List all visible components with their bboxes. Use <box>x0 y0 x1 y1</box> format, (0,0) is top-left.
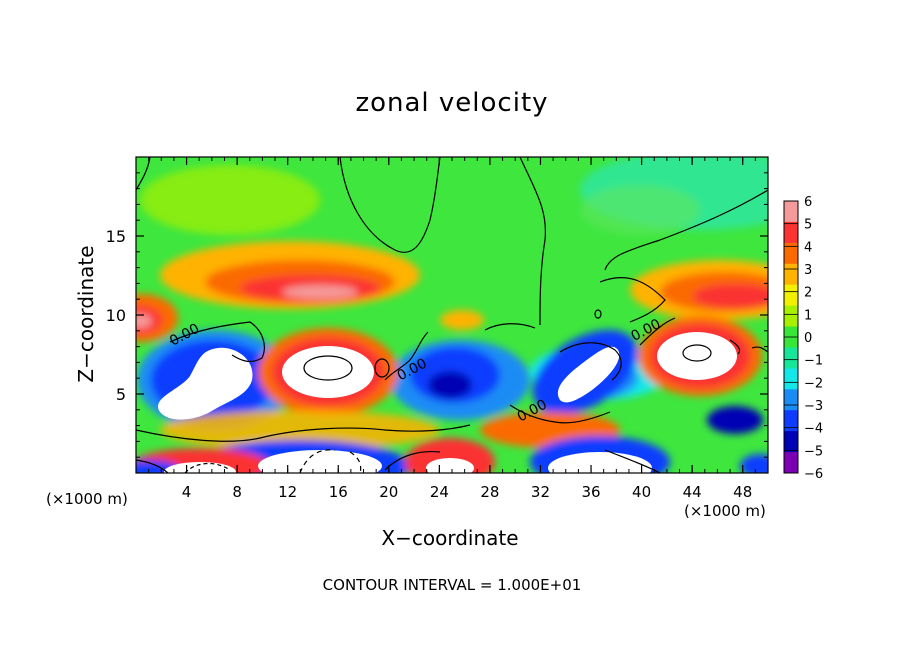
x-axis-label: X−coordinate <box>381 526 519 550</box>
x-tick-label: 40 <box>632 483 651 501</box>
colorbar-tick-label: 0 <box>804 331 812 346</box>
x-tick-label: 4 <box>182 483 192 501</box>
colorbar-tick-label: 5 <box>804 218 812 233</box>
x-tick-label: 36 <box>581 483 600 501</box>
colorbar-swatch <box>784 347 798 369</box>
y-axis: 5 10 15 <box>106 172 768 458</box>
colorbar-swatch <box>784 242 798 265</box>
colorbar-tick-label: 1 <box>804 308 812 323</box>
x-tick-label: 12 <box>278 483 297 501</box>
negative-core-left <box>157 347 253 420</box>
colorbar-swatch <box>784 284 798 307</box>
x-tick-label: 32 <box>531 483 550 501</box>
x-tick-label: 8 <box>232 483 242 501</box>
colorbar-swatch <box>784 263 798 286</box>
colorbar-tick-label: 3 <box>804 263 812 278</box>
positive-core-right <box>657 332 737 380</box>
x-tick-label: 28 <box>480 483 499 501</box>
y-tick-label: 15 <box>106 227 126 246</box>
contour-interval-note: CONTOUR INTERVAL = 1.000E+01 <box>322 576 582 594</box>
x-tick-label: 16 <box>329 483 348 501</box>
colorbar-swatch <box>784 389 798 411</box>
colorbar-swatch <box>784 221 798 244</box>
x-tick-label: 48 <box>733 483 752 501</box>
y-tick-label: 10 <box>106 306 126 325</box>
negative-core-right <box>557 346 620 403</box>
y-tick-label: 5 <box>116 385 126 404</box>
negative-core-bottom-right <box>548 452 652 473</box>
colorbar: 6 5 4 3 2 1 0 −1 −2 −3 −4 −5 −6 <box>783 195 823 482</box>
x-unit-label-right: (×1000 m) <box>684 502 766 520</box>
positive-core-center-left <box>282 346 374 398</box>
x-unit-label-left: (×1000 m) <box>46 490 128 508</box>
x-tick-label: 24 <box>430 483 449 501</box>
colorbar-tick-label: 2 <box>804 286 812 301</box>
x-tick-label: 20 <box>379 483 398 501</box>
colorbar-tick-label: −4 <box>804 422 823 437</box>
colorbar-swatch <box>784 410 798 432</box>
colorbar-tick-label: −2 <box>804 376 823 391</box>
positive-core-bottom <box>426 458 474 473</box>
colorbar-tick-label: 6 <box>804 195 812 210</box>
heatmap-field <box>136 157 768 473</box>
colorbar-tick-label: −6 <box>804 467 823 482</box>
contour-lines <box>136 157 768 473</box>
colorbar-tick-label: −5 <box>804 444 823 459</box>
colorbar-swatch <box>784 201 798 223</box>
colorbar-tick-label: 4 <box>804 240 812 255</box>
colorbar-swatch <box>784 431 798 453</box>
colorbar-tick-label: −3 <box>804 399 823 414</box>
x-tick-label: 44 <box>683 483 702 501</box>
chart-title: zonal velocity <box>355 88 549 118</box>
y-axis-label: Z−coordinate <box>74 245 98 383</box>
colorbar-swatch <box>784 368 798 390</box>
colorbar-tick-label: −1 <box>804 354 823 369</box>
x-axis: 4 8 12 16 20 24 28 32 36 40 44 48 <box>148 157 756 501</box>
negative-core-bottom-center <box>258 450 382 473</box>
colorbar-swatch <box>784 452 798 474</box>
colorbar-swatch <box>784 305 798 328</box>
